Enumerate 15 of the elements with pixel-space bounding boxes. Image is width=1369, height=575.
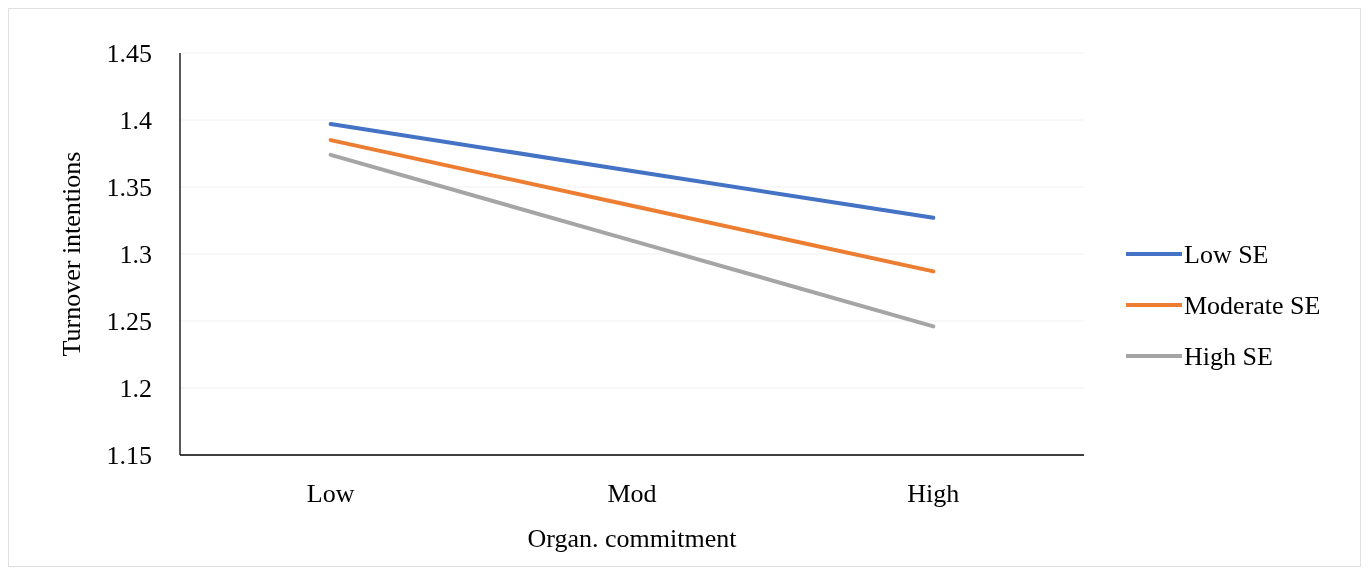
y-tick-label: 1.35	[106, 173, 152, 203]
legend-label: Moderate SE	[1184, 291, 1321, 321]
x-axis-title: Organ. commitment	[527, 524, 738, 553]
y-tick-label: 1.3	[119, 240, 152, 270]
legend-label: High SE	[1184, 342, 1273, 372]
y-axis-title: Turnover intentions	[57, 151, 86, 357]
y-tick-label: 1.2	[119, 374, 152, 404]
y-tick-label: 1.15	[106, 441, 152, 471]
x-tick-label: Low	[306, 479, 355, 508]
legend-label: Low SE	[1184, 240, 1269, 270]
x-tick-label: Mod	[607, 479, 657, 508]
y-tick-label: 1.25	[106, 307, 152, 337]
y-tick-label: 1.4	[119, 106, 152, 136]
x-tick-label: High	[907, 479, 960, 508]
y-tick-label: 1.45	[106, 39, 152, 69]
